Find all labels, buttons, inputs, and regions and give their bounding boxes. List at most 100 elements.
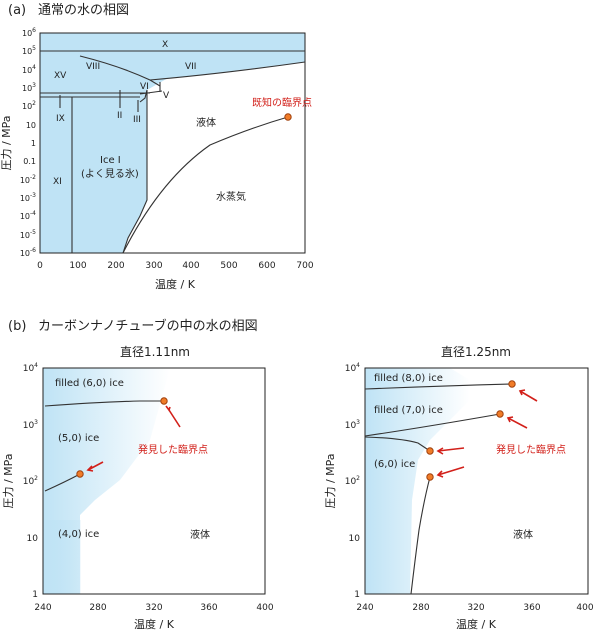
y-tick-label: 102 <box>345 475 360 487</box>
phase-label-v: V <box>163 91 170 101</box>
y-axis-title-b2: 圧力 / MPa <box>324 453 337 508</box>
phase-label-ice-i: Ice I <box>100 155 121 166</box>
b1-upper-boundary <box>44 400 164 407</box>
x-tick-label: 400 <box>576 603 593 613</box>
x-axis-title-a: 温度 / K <box>155 277 196 291</box>
b2-arrowhead-2 <box>506 416 514 423</box>
b1-phase-5-0: (5,0) ice <box>58 433 99 444</box>
y-tick-label: 104 <box>23 362 38 374</box>
v-marker <box>139 90 163 95</box>
chart-b1: 直径1.11nm filled (6,0) ice (5,0) ice (4,0… <box>2 345 274 631</box>
b2-phase-filled-8-0: filled (8,0) ice <box>374 373 443 384</box>
panel-b-title: カーボンナノチューブの中の水の相図 <box>38 318 258 334</box>
x-tick-label: 360 <box>523 603 540 613</box>
b2-arrowhead-4 <box>436 470 444 478</box>
b2-arrow-4 <box>437 466 465 476</box>
b2-filled-8-0-boundary <box>364 383 513 390</box>
ice-region-b1-low <box>43 520 81 594</box>
panel-b-label: (b) <box>8 319 26 334</box>
x-tick-label: 400 <box>256 603 273 613</box>
y-tick-label: 1 <box>31 139 36 148</box>
vii-boundary <box>149 61 306 81</box>
phase-label-vapor: 水蒸気 <box>216 190 246 203</box>
y-tick-label: 103 <box>22 82 36 93</box>
x-ticks-b1: 240 280 320 360 400 <box>34 603 273 613</box>
x-tick-label: 320 <box>145 603 162 613</box>
x-tick-label: 360 <box>200 603 217 613</box>
x-tick-label: 600 <box>258 261 275 271</box>
phase-label-vii: VII <box>185 62 196 72</box>
x-tick-label: 240 <box>34 603 51 613</box>
known-critical-point <box>284 113 292 121</box>
phase-label-xi: XI <box>53 177 62 187</box>
phase-label-viii: VIII <box>86 62 100 72</box>
y-tick-label: 10-5 <box>20 229 36 240</box>
b2-arrow-1 <box>519 390 538 402</box>
b1-phase-4-0: (4,0) ice <box>58 529 99 540</box>
x-tick-label: 200 <box>107 261 124 271</box>
b1-arrow-lower <box>87 461 104 471</box>
x-ticks-a: 0 100 200 300 400 500 600 700 <box>37 261 314 271</box>
x-tick-label: 280 <box>89 603 106 613</box>
phase-label-ice-i-note: (よく見る氷) <box>81 167 139 180</box>
y-tick-label: 0.1 <box>23 157 36 166</box>
x-tick-label: 320 <box>467 603 484 613</box>
phase-label-ii: II <box>117 111 122 121</box>
x-tick-label: 700 <box>296 261 313 271</box>
y-tick-label: 10 <box>27 534 39 544</box>
y-tick-label: 105 <box>22 45 36 56</box>
y-tick-label: 104 <box>22 64 36 75</box>
y-tick-label: 104 <box>345 362 360 374</box>
viii-boundary <box>79 55 161 87</box>
ice-region-b2 <box>365 368 470 594</box>
phase-label-vi: VI <box>140 82 149 92</box>
y-tick-label: 102 <box>22 100 36 111</box>
y-tick-label: 103 <box>345 419 360 431</box>
y-tick-label: 10 <box>26 121 36 130</box>
x-axis-title-b1: 温度 / K <box>134 617 175 631</box>
plot-frame-a <box>39 32 306 254</box>
b2-critical-point-3 <box>426 447 434 455</box>
ice-region <box>40 33 305 253</box>
b2-6-0-lower-boundary <box>410 476 431 595</box>
b2-arrow-2 <box>507 417 528 429</box>
b1-arrow-upper <box>168 409 181 428</box>
x-tick-label: 500 <box>220 261 237 271</box>
y-tick-label: 1 <box>354 590 360 600</box>
b2-phase-liquid: 液体 <box>513 528 533 541</box>
y-tick-label: 10-2 <box>20 174 36 185</box>
phase-label-iii: III <box>133 115 141 125</box>
b2-phase-6-0: (6,0) ice <box>374 459 415 470</box>
y-tick-label: 106 <box>22 27 36 38</box>
b2-critical-point-4 <box>426 473 434 481</box>
x-tick-label: 280 <box>412 603 429 613</box>
x-tick-label: 0 <box>37 261 43 271</box>
b2-filled-7-0-boundary <box>364 413 501 437</box>
vaporization-curve <box>122 116 289 254</box>
phase-label-liquid: 液体 <box>196 116 216 129</box>
phase-label-xv: XV <box>54 71 67 81</box>
chart-b2-title: 直径1.25nm <box>441 345 511 359</box>
panel-a-title: 通常の水の相図 <box>38 3 129 18</box>
b2-arrow-3 <box>437 447 465 452</box>
melting-curve <box>122 89 148 254</box>
phase-label-x: X <box>162 40 168 50</box>
y-axis-title-b1: 圧力 / MPa <box>2 453 15 508</box>
y-tick-label: 10 <box>349 534 361 544</box>
y-tick-label: 102 <box>23 475 38 487</box>
x-tick-label: 400 <box>182 261 199 271</box>
b1-arrowhead-lower <box>86 465 94 472</box>
x-tick-label: 300 <box>145 261 162 271</box>
b2-6-0-upper-boundary <box>364 436 431 452</box>
y-axis-title-a: 圧力 / MPa <box>0 115 13 170</box>
y-tick-label: 103 <box>23 419 38 431</box>
b2-arrowhead-3 <box>436 447 444 455</box>
x-tick-label: 240 <box>356 603 373 613</box>
b2-arrowhead-1 <box>518 389 526 396</box>
chart-a: X VIII VII XV VI V IX II III XI Ice I (よ… <box>0 27 314 291</box>
x-tick-label: 100 <box>69 261 86 271</box>
y-tick-label: 1 <box>32 590 38 600</box>
y-ticks-b2: 1 10 102 103 104 <box>345 362 361 600</box>
phase-label-ix: IX <box>56 114 65 124</box>
